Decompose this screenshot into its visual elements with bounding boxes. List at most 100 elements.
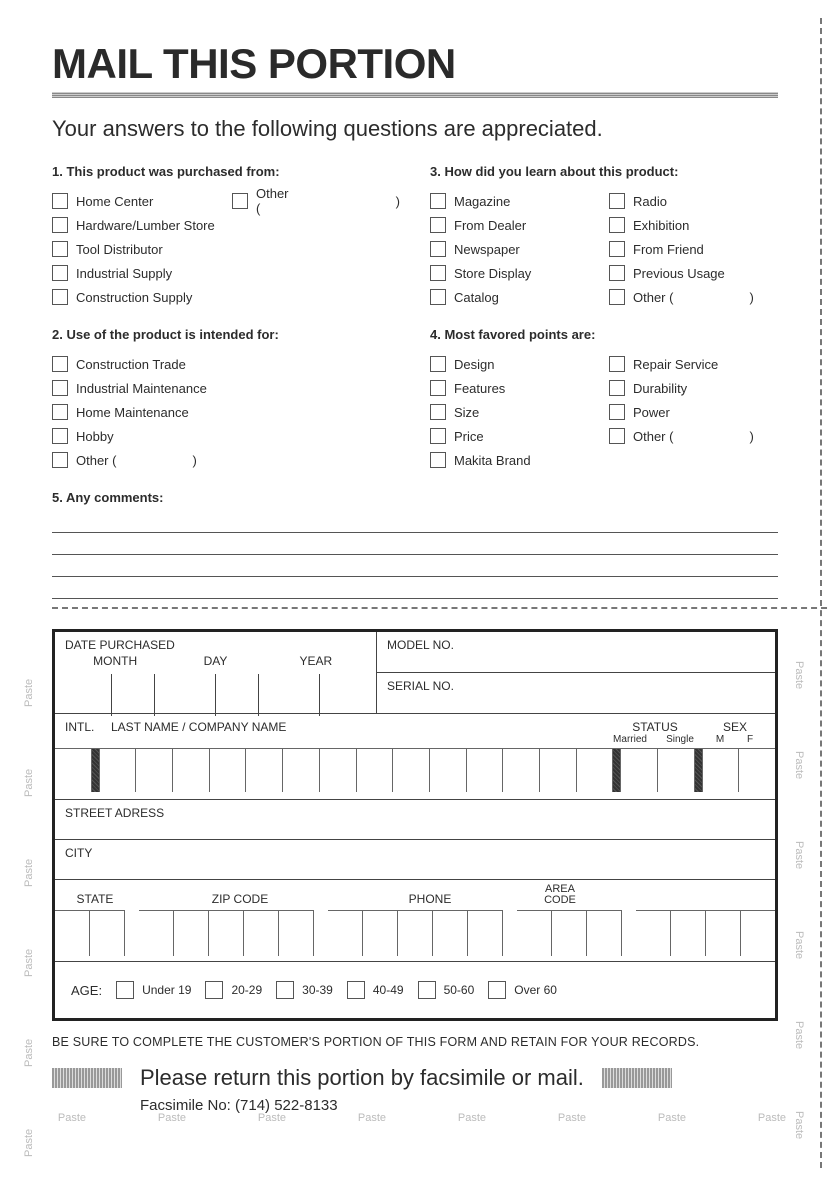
q1-opt[interactable]: Tool Distributor [52,237,222,261]
q2-opt[interactable]: Home Maintenance [52,400,400,424]
row-state-zip-phone[interactable]: STATE ZIP CODE PHONE AREACODE [55,880,775,962]
q5-title: 5. Any comments: [52,490,778,505]
q3-opt[interactable]: From Friend [609,237,778,261]
zip-label: ZIP CODE [155,892,325,906]
age-opt-label: 40-49 [373,983,404,997]
checkbox-icon [52,193,68,209]
paste-labels-bottom: PastePastePastePastePastePastePastePaste [22,1112,822,1124]
checkbox-icon [52,265,68,281]
checkbox-icon [52,289,68,305]
date-purchased-label: DATE PURCHASED [65,638,366,652]
q1-opt[interactable]: Industrial Supply [52,261,222,285]
q4-other[interactable]: Other () [609,424,778,448]
q1-opt-label: Hardware/Lumber Store [76,218,215,233]
q1-title: 1. This product was purchased from: [52,164,400,179]
q3-options: Magazine From Dealer Newspaper Store Dis… [430,189,778,309]
q4-opt[interactable]: Power [609,400,778,424]
close-paren: ) [749,290,753,305]
q4-opt[interactable]: Size [430,400,599,424]
q3-opt[interactable]: Store Display [430,261,599,285]
q4-opt-label: Features [454,381,505,396]
q4-other-label: Other ( [633,429,673,444]
row-city[interactable]: CITY [55,840,775,880]
lastname-label: LAST NAME / COMPANY NAME [111,720,605,748]
q2-opt[interactable]: Hobby [52,424,400,448]
q3-opt[interactable]: Magazine [430,189,599,213]
q1-opt-label: Tool Distributor [76,242,163,257]
model-no-cell[interactable]: MODEL NO. [377,632,775,672]
intl-label: INTL. [65,720,111,748]
age-opt[interactable]: 50-60 [418,981,475,999]
q4-opt-label: Makita Brand [454,453,531,468]
q3-opt-label: Previous Usage [633,266,725,281]
q3-opt[interactable]: Newspaper [430,237,599,261]
decorative-bar [602,1068,672,1088]
q3-opt[interactable]: Catalog [430,285,599,309]
q3-title: 3. How did you learn about this product: [430,164,778,179]
row-name[interactable]: INTL. LAST NAME / COMPANY NAME STATUS Ma… [55,714,775,800]
checkbox-icon [52,380,68,396]
q3-opt-label: Catalog [454,290,499,305]
checkbox-icon [430,217,446,233]
q4-opt[interactable]: Repair Service [609,352,778,376]
checkbox-icon [430,356,446,372]
q3-other[interactable]: Other () [609,285,778,309]
title-underline [52,92,778,98]
q4-opt[interactable]: Price [430,424,599,448]
lower-portion: PastePastePastePastePastePaste PastePast… [52,629,778,1114]
q3-opt[interactable]: Previous Usage [609,261,778,285]
q3-opt-label: Store Display [454,266,531,281]
q2-other[interactable]: Other () [52,448,400,472]
comment-lines[interactable] [52,515,778,599]
checkbox-icon [609,217,625,233]
paste-labels-right: PastePastePastePastePastePaste [776,639,822,1179]
q1-other[interactable]: Other () [232,189,400,213]
age-opt[interactable]: 40-49 [347,981,404,999]
q4-opt-label: Durability [633,381,687,396]
serial-no-label: SERIAL NO. [387,679,454,693]
q3-opt[interactable]: Exhibition [609,213,778,237]
checkbox-icon [52,452,68,468]
row-street[interactable]: STREET ADRESS [55,800,775,840]
q4-opt[interactable]: Makita Brand [430,448,599,472]
checkbox-icon [52,404,68,420]
age-opt[interactable]: Over 60 [488,981,557,999]
close-paren: ) [192,453,196,468]
age-opt[interactable]: Under 19 [116,981,191,999]
questions-grid: 1. This product was purchased from: Home… [52,164,778,490]
checkbox-icon [488,981,506,999]
married-label: Married [605,734,655,745]
q2-opt-label: Industrial Maintenance [76,381,207,396]
age-opt-label: 50-60 [444,983,475,997]
q4-opt-label: Repair Service [633,357,718,372]
q3-opt[interactable]: From Dealer [430,213,599,237]
q4-opt[interactable]: Durability [609,376,778,400]
q1-opt-label: Home Center [76,194,153,209]
date-purchased-cell[interactable]: DATE PURCHASED MONTH DAY YEAR [55,632,377,713]
q1-opt[interactable]: Home Center [52,189,222,213]
q1-opt[interactable]: Hardware/Lumber Store [52,213,222,237]
serial-no-cell[interactable]: SERIAL NO. [377,672,775,713]
customer-form: DATE PURCHASED MONTH DAY YEAR MODEL NO. … [52,629,778,1021]
q2-other-label: Other ( [76,453,116,468]
subtitle: Your answers to the following questions … [52,116,778,142]
phone-label: PHONE [345,892,515,906]
q4-opt[interactable]: Design [430,352,599,376]
q2-opt[interactable]: Construction Trade [52,352,400,376]
state-label: STATE [55,892,135,906]
checkbox-icon [232,193,248,209]
q1-opt[interactable]: Construction Supply [52,285,222,309]
q2-opt[interactable]: Industrial Maintenance [52,376,400,400]
age-opt[interactable]: 30-39 [276,981,333,999]
checkbox-icon [609,289,625,305]
return-row: Please return this portion by facsimile … [52,1065,778,1091]
q3-opt-label: Newspaper [454,242,520,257]
area-code-label: AREACODE [515,884,605,906]
checkbox-icon [430,404,446,420]
q3-opt[interactable]: Radio [609,189,778,213]
q4-opt-label: Power [633,405,670,420]
age-opt[interactable]: 20-29 [205,981,262,999]
decorative-bar [52,1068,122,1088]
checkbox-icon [609,193,625,209]
q4-opt[interactable]: Features [430,376,599,400]
